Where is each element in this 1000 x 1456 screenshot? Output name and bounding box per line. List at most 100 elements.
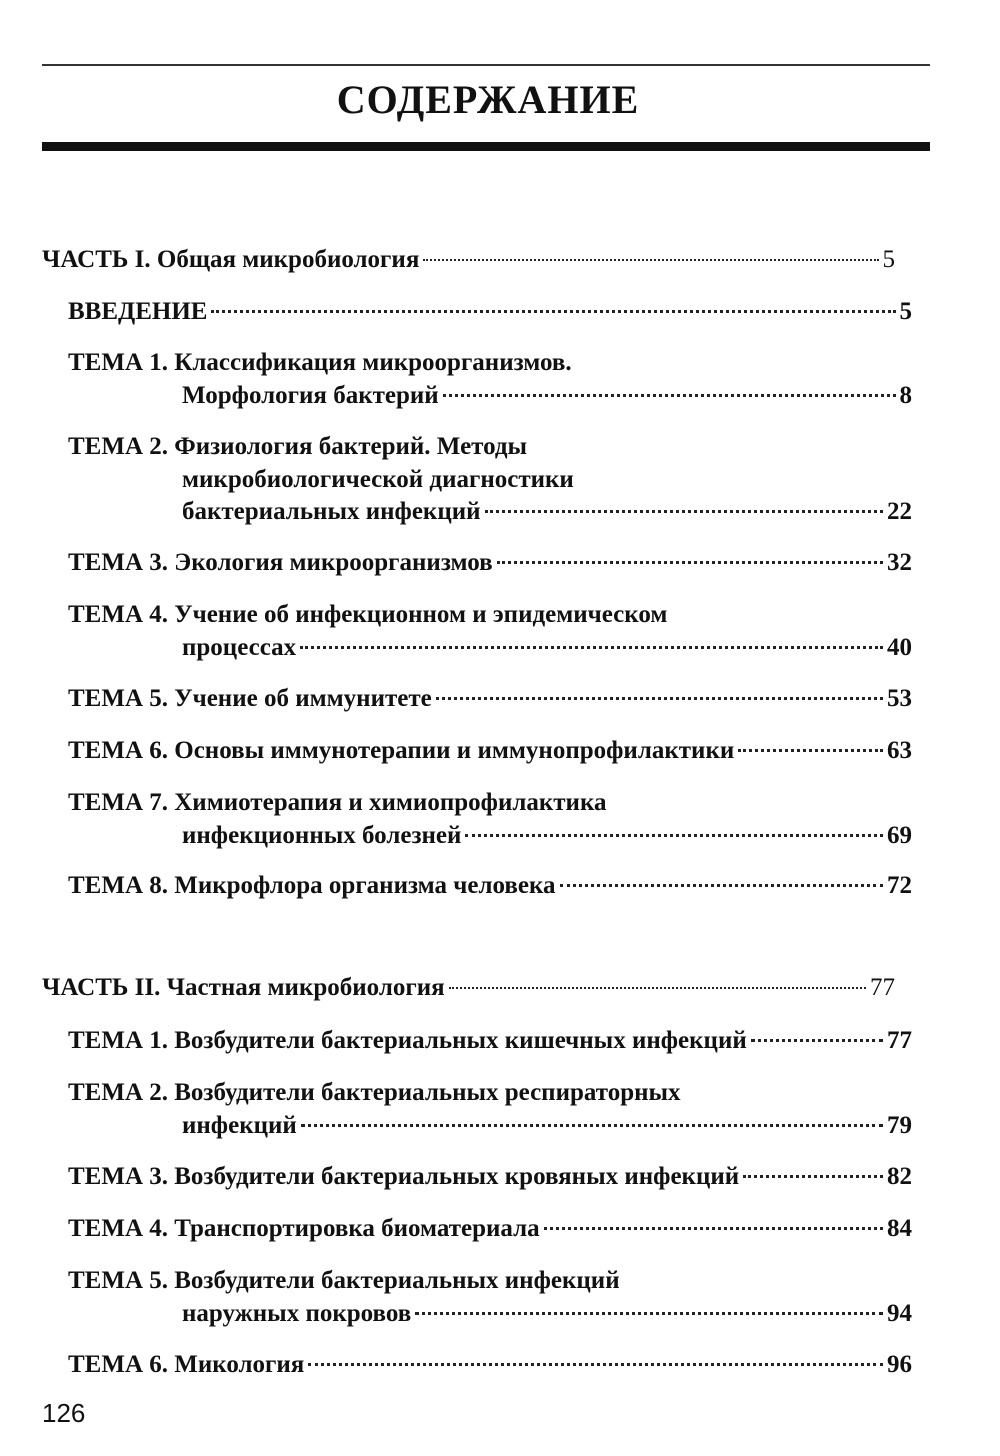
toc-entry-title: ТЕМА 5. Учение об иммунитете [68, 685, 432, 712]
toc-entry-line: микробиологической диагностики [68, 464, 912, 497]
toc-entry-title: ТЕМА 1. Классификация микроорганизмов. [68, 349, 572, 376]
toc-entry-page: 63 [887, 737, 912, 764]
dot-leader [435, 697, 883, 700]
toc-entry-title: ТЕМА 2. Возбудители бактериальных респир… [68, 1079, 681, 1106]
dot-leader [448, 987, 866, 989]
toc-entry-line: ТЕМА 5. Возбудители бактериальных инфекц… [68, 1265, 912, 1298]
toc-entry-page: 5 [899, 298, 913, 325]
dot-leader [559, 884, 883, 887]
dot-leader [415, 1311, 883, 1315]
toc-entry-line: ТЕМА 4. Транспортировка биоматериала 84 [68, 1213, 912, 1246]
dot-leader [211, 310, 896, 313]
top-rule [42, 64, 930, 66]
toc-entry-title: ТЕМА 5. Возбудители бактериальных инфекц… [68, 1267, 620, 1294]
toc-entry: ТЕМА 2. Возбудители бактериальных респир… [68, 1077, 912, 1142]
toc-entry: ТЕМА 5. Возбудители бактериальных инфекц… [68, 1265, 912, 1330]
toc-entry: ТЕМА 1. Возбудители бактериальных кишечн… [68, 1025, 912, 1058]
dot-leader [743, 1175, 883, 1178]
dot-leader [308, 1363, 883, 1366]
dot-leader [300, 1123, 883, 1127]
toc-entry-page: 72 [887, 872, 912, 899]
dot-leader [300, 645, 883, 649]
toc-entry-line: ТЕМА 1. Возбудители бактериальных кишечн… [68, 1025, 912, 1058]
toc-entry-line: ТЕМА 2. Физиология бактерий. Методы [68, 431, 912, 464]
dot-leader [442, 393, 896, 397]
toc-entry-line: инфекций 79 [68, 1110, 912, 1143]
toc-entry: ТЕМА 6. Микология 96 [68, 1349, 912, 1382]
toc-entry-line: ТЕМА 4. Учение об инфекционном и эпидеми… [68, 599, 912, 632]
toc-entry-title: бактериальных инфекций [182, 498, 481, 525]
toc-entry-title: ТЕМА 6. Основы иммунотерапии и иммунопро… [68, 737, 735, 764]
toc-entry-title: процессах [182, 633, 297, 661]
toc-entry-title: ТЕМА 3. Возбудители бактериальных кровян… [68, 1163, 740, 1190]
toc-entry-title: ТЕМА 4. Учение об инфекционном и эпидеми… [68, 601, 668, 628]
dot-leader [484, 510, 883, 513]
toc-entry-line: процессах 40 [68, 632, 912, 665]
toc-entry-title: ТЕМА 7. Химиотерапия и химиопрофилактика [68, 789, 607, 816]
toc-entry-line: ТЕМА 1. Классификация микроорганизмов. [68, 347, 912, 380]
toc-entry-page: 32 [887, 549, 912, 576]
toc-entry: ТЕМА 3. Экология микроорганизмов 32 [68, 547, 912, 580]
toc-entry-page: 96 [887, 1351, 912, 1378]
dot-leader [543, 1227, 883, 1230]
toc-entry-title: инфекций [182, 1111, 297, 1139]
toc-entry-line: ЧАСТЬ II. Частная микробиология 77 [42, 972, 895, 1005]
toc-entry-line: ТЕМА 2. Возбудители бактериальных респир… [68, 1077, 912, 1110]
toc-entry-line: инфекционных болезней 69 [68, 820, 912, 853]
toc-entry-title: ЧАСТЬ I. Общая микробиология [42, 246, 420, 273]
toc-entry-page: 69 [887, 821, 912, 849]
dot-leader [750, 1039, 883, 1042]
dot-leader [496, 561, 883, 564]
toc-entry-page: 8 [899, 381, 913, 409]
toc-entry-line: ЧАСТЬ I. Общая микробиология 5 [42, 244, 895, 277]
toc-entry: ТЕМА 1. Классификация микроорганизмов. Мо… [68, 347, 912, 412]
toc-entry-title: микробиологической диагностики [182, 465, 574, 493]
toc-entry: ТЕМА 6. Основы иммунотерапии и иммунопро… [68, 735, 912, 768]
toc-entry-page: 84 [887, 1215, 912, 1242]
toc-entry-title: ТЕМА 1. Возбудители бактериальных кишечн… [68, 1027, 747, 1054]
toc-entry-title: ТЕМА 6. Микология [68, 1351, 305, 1378]
toc-entry-line: ВВЕДЕНИЕ 5 [68, 296, 912, 329]
page-title: СОДЕРЖАНИЕ [336, 77, 640, 122]
toc-entry-title: ТЕМА 4. Транспортировка биоматериала [68, 1215, 540, 1242]
title-underline [42, 142, 930, 151]
toc-entry: ЧАСТЬ I. Общая микробиология 5 [42, 244, 895, 277]
toc-entry: ТЕМА 4. Транспортировка биоматериала 84 [68, 1213, 912, 1246]
toc-entry-page: 53 [887, 685, 912, 712]
toc-entry-title: Морфология бактерий [182, 381, 439, 409]
dot-leader [423, 259, 879, 261]
toc-entry-line: ТЕМА 5. Учение об иммунитете 53 [68, 683, 912, 716]
toc-entry-line: ТЕМА 7. Химиотерапия и химиопрофилактика [68, 787, 912, 820]
toc-entry-title: ТЕМА 2. Физиология бактерий. Методы [68, 433, 528, 460]
toc-entry-line: бактериальных инфекций 22 [68, 496, 912, 529]
toc-entry: ТЕМА 5. Учение об иммунитете 53 [68, 683, 912, 716]
dot-leader [738, 749, 883, 752]
toc-entry-line: ТЕМА 3. Возбудители бактериальных кровян… [68, 1161, 912, 1194]
toc-entry-page: 79 [887, 1111, 912, 1139]
toc-entry-title: ВВЕДЕНИЕ [68, 298, 208, 325]
page-number: 126 [42, 1398, 86, 1428]
toc-entry-title: ТЕМА 3. Экология микроорганизмов [68, 549, 493, 576]
toc-entry-line: Морфология бактерий 8 [68, 380, 912, 413]
toc-entry: ЧАСТЬ II. Частная микробиология 77 [42, 972, 895, 1005]
toc-entry-line: ТЕМА 8. Микрофлора организма человека 72 [68, 870, 912, 903]
toc-entry-page: 82 [887, 1163, 912, 1190]
dot-leader [465, 833, 883, 837]
toc-entry: ТЕМА 7. Химиотерапия и химиопрофилактика… [68, 787, 912, 852]
toc-entry-title: наружных покровов [182, 1299, 412, 1327]
toc-entry: ТЕМА 4. Учение об инфекционном и эпидеми… [68, 599, 912, 664]
toc-entry-page: 22 [887, 498, 912, 525]
toc-entry-title: ТЕМА 8. Микрофлора организма человека [68, 872, 556, 899]
toc-entry-line: ТЕМА 3. Экология микроорганизмов 32 [68, 547, 912, 580]
toc-entry-title: ЧАСТЬ II. Частная микробиология [42, 974, 445, 1001]
toc-entry-page: 77 [870, 974, 895, 1001]
toc-entry: ТЕМА 3. Возбудители бактериальных кровян… [68, 1161, 912, 1194]
toc-entry: ВВЕДЕНИЕ 5 [68, 296, 912, 329]
toc-entry-page: 40 [887, 633, 912, 661]
toc-entry-line: ТЕМА 6. Основы иммунотерапии и иммунопро… [68, 735, 912, 768]
toc-entry: ТЕМА 8. Микрофлора организма человека 72 [68, 870, 912, 903]
toc-entry-title: инфекционных болезней [182, 821, 462, 849]
toc-entry-page: 5 [882, 246, 896, 273]
toc-entry-page: 94 [887, 1299, 912, 1327]
toc-entry: ТЕМА 2. Физиология бактерий. Методы микро… [68, 431, 912, 529]
